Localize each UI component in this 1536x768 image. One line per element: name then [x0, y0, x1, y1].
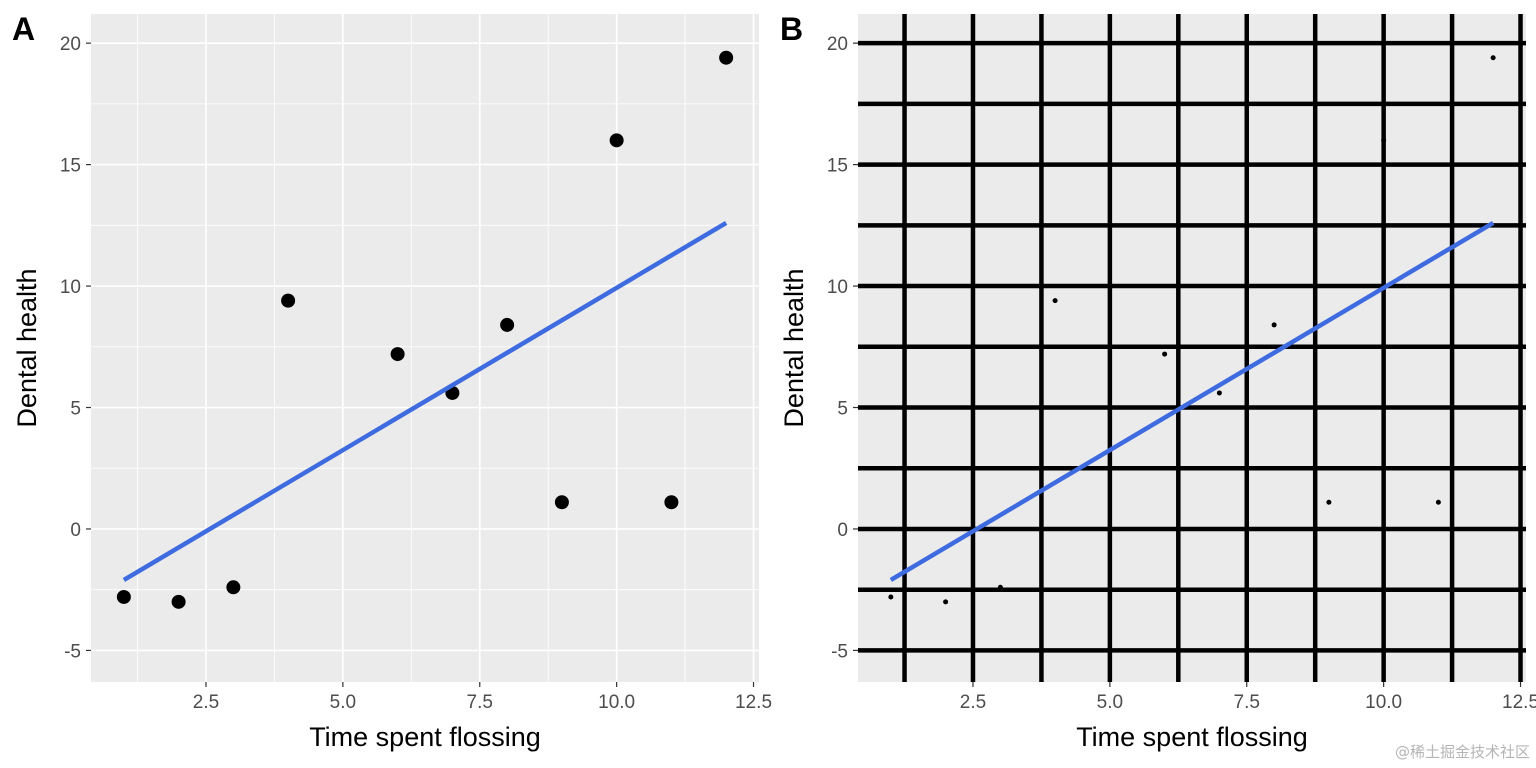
y-tick-label: -5: [64, 641, 81, 662]
panel-tag: A: [12, 11, 35, 47]
x-tick-label: 12.5: [735, 692, 772, 713]
grid-lines: [91, 14, 759, 682]
data-point: [943, 599, 949, 605]
data-point: [554, 495, 569, 510]
y-tick-label: 5: [837, 399, 848, 420]
trend-line: [889, 220, 1495, 582]
x-tick-label: 10.0: [598, 692, 635, 713]
x-tick-label: 7.5: [1234, 692, 1260, 713]
x-tick-label: 7.5: [467, 692, 493, 713]
y-tick-label: 0: [70, 520, 81, 541]
y-tick-label: 20: [60, 34, 81, 55]
data-point: [116, 589, 131, 604]
x-axis-title: Time spent flossing: [1076, 722, 1308, 752]
y-tick-label: 15: [60, 156, 81, 177]
data-point: [1052, 298, 1058, 304]
data-point: [390, 347, 405, 362]
x-axis-title: Time spent flossing: [309, 722, 541, 752]
data-point: [1326, 499, 1332, 505]
data-point: [281, 293, 296, 308]
data-point: [1435, 499, 1441, 505]
data-point: [500, 317, 515, 332]
panel-background: [91, 14, 759, 682]
data-point: [1216, 390, 1222, 396]
x-tick-label: 5.0: [330, 692, 356, 713]
y-tick-label: 10: [60, 277, 81, 298]
y-tick-label: 0: [837, 520, 848, 541]
y-axis-title: Dental health: [779, 268, 809, 427]
y-tick-label: 15: [827, 156, 848, 177]
watermark-text: @稀土掘金技术社区: [1395, 743, 1530, 761]
data-point: [226, 580, 241, 595]
x-tick-label: 2.5: [193, 692, 219, 713]
data-point: [1271, 322, 1277, 328]
trend-line: [122, 220, 728, 582]
y-tick-label: 20: [827, 34, 848, 55]
x-tick-label: 2.5: [960, 692, 986, 713]
data-point: [609, 133, 624, 148]
x-tick-label: 5.0: [1097, 692, 1123, 713]
x-tick-label: 12.5: [1502, 692, 1536, 713]
panel-tag: B: [780, 11, 803, 47]
data-point: [719, 50, 734, 65]
data-point: [888, 594, 894, 600]
data-point: [1490, 55, 1496, 61]
data-point: [1162, 351, 1168, 357]
y-tick-label: 10: [827, 277, 848, 298]
data-point: [1381, 137, 1387, 143]
x-tick-label: 10.0: [1365, 692, 1402, 713]
y-tick-label: 5: [70, 399, 81, 420]
data-point: [664, 495, 679, 510]
grid-lines: [858, 14, 1526, 682]
y-tick-label: -5: [831, 641, 848, 662]
y-axis-title: Dental health: [12, 268, 42, 427]
data-point: [997, 584, 1003, 590]
panel-a: 2.5 5.0 7.5 10.0 12.5 -5 0 5 10 15 20 Time spent fl…: [12, 11, 772, 752]
data-point: [171, 594, 186, 609]
panel-b: 2.5 5.0 7.5 10.0 12.5 -5 0 5 10 15 20 Time spent fl…: [779, 11, 1536, 752]
